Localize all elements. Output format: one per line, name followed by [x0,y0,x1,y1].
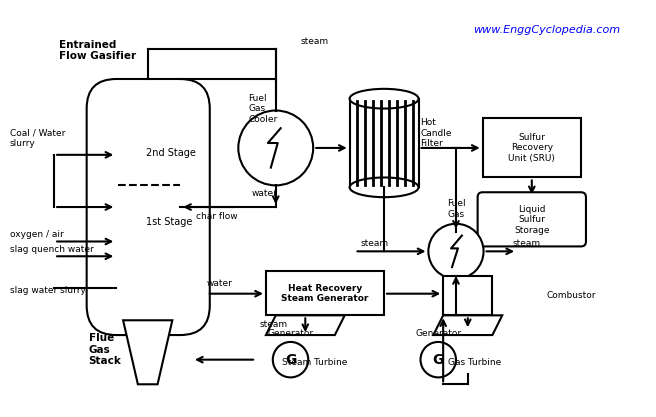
Text: steam: steam [260,320,288,329]
Text: Hot
Candle
Filter: Hot Candle Filter [420,118,452,148]
Text: Heat Recovery
Steam Generator: Heat Recovery Steam Generator [281,284,369,304]
Text: www.EnggCyclopedia.com: www.EnggCyclopedia.com [473,25,620,35]
Text: G: G [285,353,297,367]
Text: char flow: char flow [196,212,237,221]
Bar [350,99,419,187]
Circle shape [420,342,456,377]
Ellipse shape [350,178,419,197]
Text: steam: steam [360,239,388,249]
Polygon shape [434,315,502,335]
Text: steam: steam [300,38,329,47]
Text: slag water slurry: slag water slurry [10,286,86,295]
Text: water: water [207,279,233,288]
Text: G: G [432,353,444,367]
Polygon shape [266,315,344,335]
FancyBboxPatch shape [87,79,210,335]
Text: slag quench water: slag quench water [10,245,94,254]
Text: Steam Turbine: Steam Turbine [283,358,348,367]
Text: oxygen / air: oxygen / air [10,229,64,239]
FancyBboxPatch shape [478,192,586,246]
Circle shape [428,224,483,279]
Text: Flue
Gas
Stack: Flue Gas Stack [89,333,121,367]
Circle shape [273,342,308,377]
Text: 1st Stage: 1st Stage [146,217,192,227]
Text: Generator: Generator [268,329,314,338]
Text: Sulfur
Recovery
Unit (SRU): Sulfur Recovery Unit (SRU) [508,133,555,163]
Text: Combustor: Combustor [546,291,596,300]
Text: Coal / Water
slurry: Coal / Water slurry [10,128,65,148]
Circle shape [238,111,313,186]
Text: Liquid
Sulfur
Storage: Liquid Sulfur Storage [514,205,550,235]
Text: 2nd Stage: 2nd Stage [146,148,195,158]
Bar [483,118,581,178]
Ellipse shape [350,89,419,108]
Text: Generator: Generator [415,329,461,338]
Text: Gas Turbine: Gas Turbine [448,358,501,367]
Bar [266,271,384,315]
Polygon shape [123,320,173,384]
Bar [443,276,493,315]
Text: Entrained
Flow Gasifier: Entrained Flow Gasifier [59,40,136,61]
Text: Fuel
Gas
Cooler: Fuel Gas Cooler [248,94,277,123]
Text: steam: steam [512,239,541,249]
Text: Fuel
Gas: Fuel Gas [447,199,465,219]
Text: water: water [251,189,277,198]
